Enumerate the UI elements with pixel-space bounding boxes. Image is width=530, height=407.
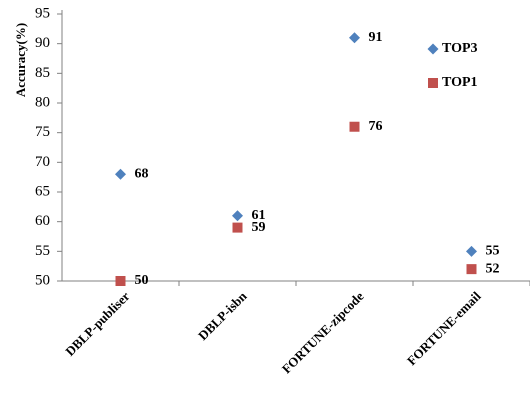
top3-point [232, 210, 243, 222]
y-tick-labels: 50 55 60 65 70 75 80 85 90 95 [35, 5, 62, 288]
top1-data-label: 50 [135, 273, 149, 288]
y-tick-label: 85 [35, 65, 50, 81]
data-points: 68 61 91 55 50 59 76 52 [115, 30, 500, 288]
top1-data-label: 52 [486, 261, 500, 276]
top3-point [349, 32, 360, 44]
top1-point [115, 276, 126, 286]
top3-point [115, 168, 126, 180]
top1-point [349, 121, 360, 132]
top3-data-label: 91 [369, 30, 383, 45]
top3-legend-marker [427, 43, 439, 55]
x-tick-label: DBLP-isbn [195, 288, 250, 343]
y-tick-label: 95 [35, 5, 50, 21]
top1-data-label: 76 [369, 119, 383, 134]
x-tick-label: DBLP-publiser [62, 288, 133, 359]
y-tick-label: 80 [35, 94, 50, 110]
y-tick-label: 70 [35, 154, 50, 170]
top3-data-label: 61 [252, 208, 266, 223]
legend-label-top1: TOP1 [442, 75, 478, 90]
y-tick-label: 55 [35, 243, 50, 259]
top1-data-label: 59 [252, 220, 266, 235]
y-tick-label: 60 [35, 213, 50, 229]
y-tick-label: 90 [35, 35, 50, 51]
top1-point [232, 222, 243, 233]
x-tick-labels: DBLP-publiser DBLP-isbn FORTUNE-zipcode FOR… [62, 281, 530, 376]
top3-data-label: 55 [486, 244, 500, 259]
top3-point [466, 245, 477, 257]
legend-label-top3: TOP3 [442, 41, 478, 56]
legend: TOP3 TOP1 [427, 41, 478, 90]
top3-data-label: 68 [135, 166, 149, 181]
top1-point [466, 264, 477, 275]
y-tick-label: 75 [35, 124, 50, 140]
top1-legend-marker [428, 78, 438, 88]
y-axis-label: Accuracy(%) [13, 23, 28, 97]
x-tick-label: FORTUNE-email [404, 288, 484, 368]
x-tick-label: FORTUNE-zipcode [279, 288, 367, 376]
y-tick-label: 65 [35, 183, 50, 199]
y-tick-label: 50 [35, 272, 50, 288]
